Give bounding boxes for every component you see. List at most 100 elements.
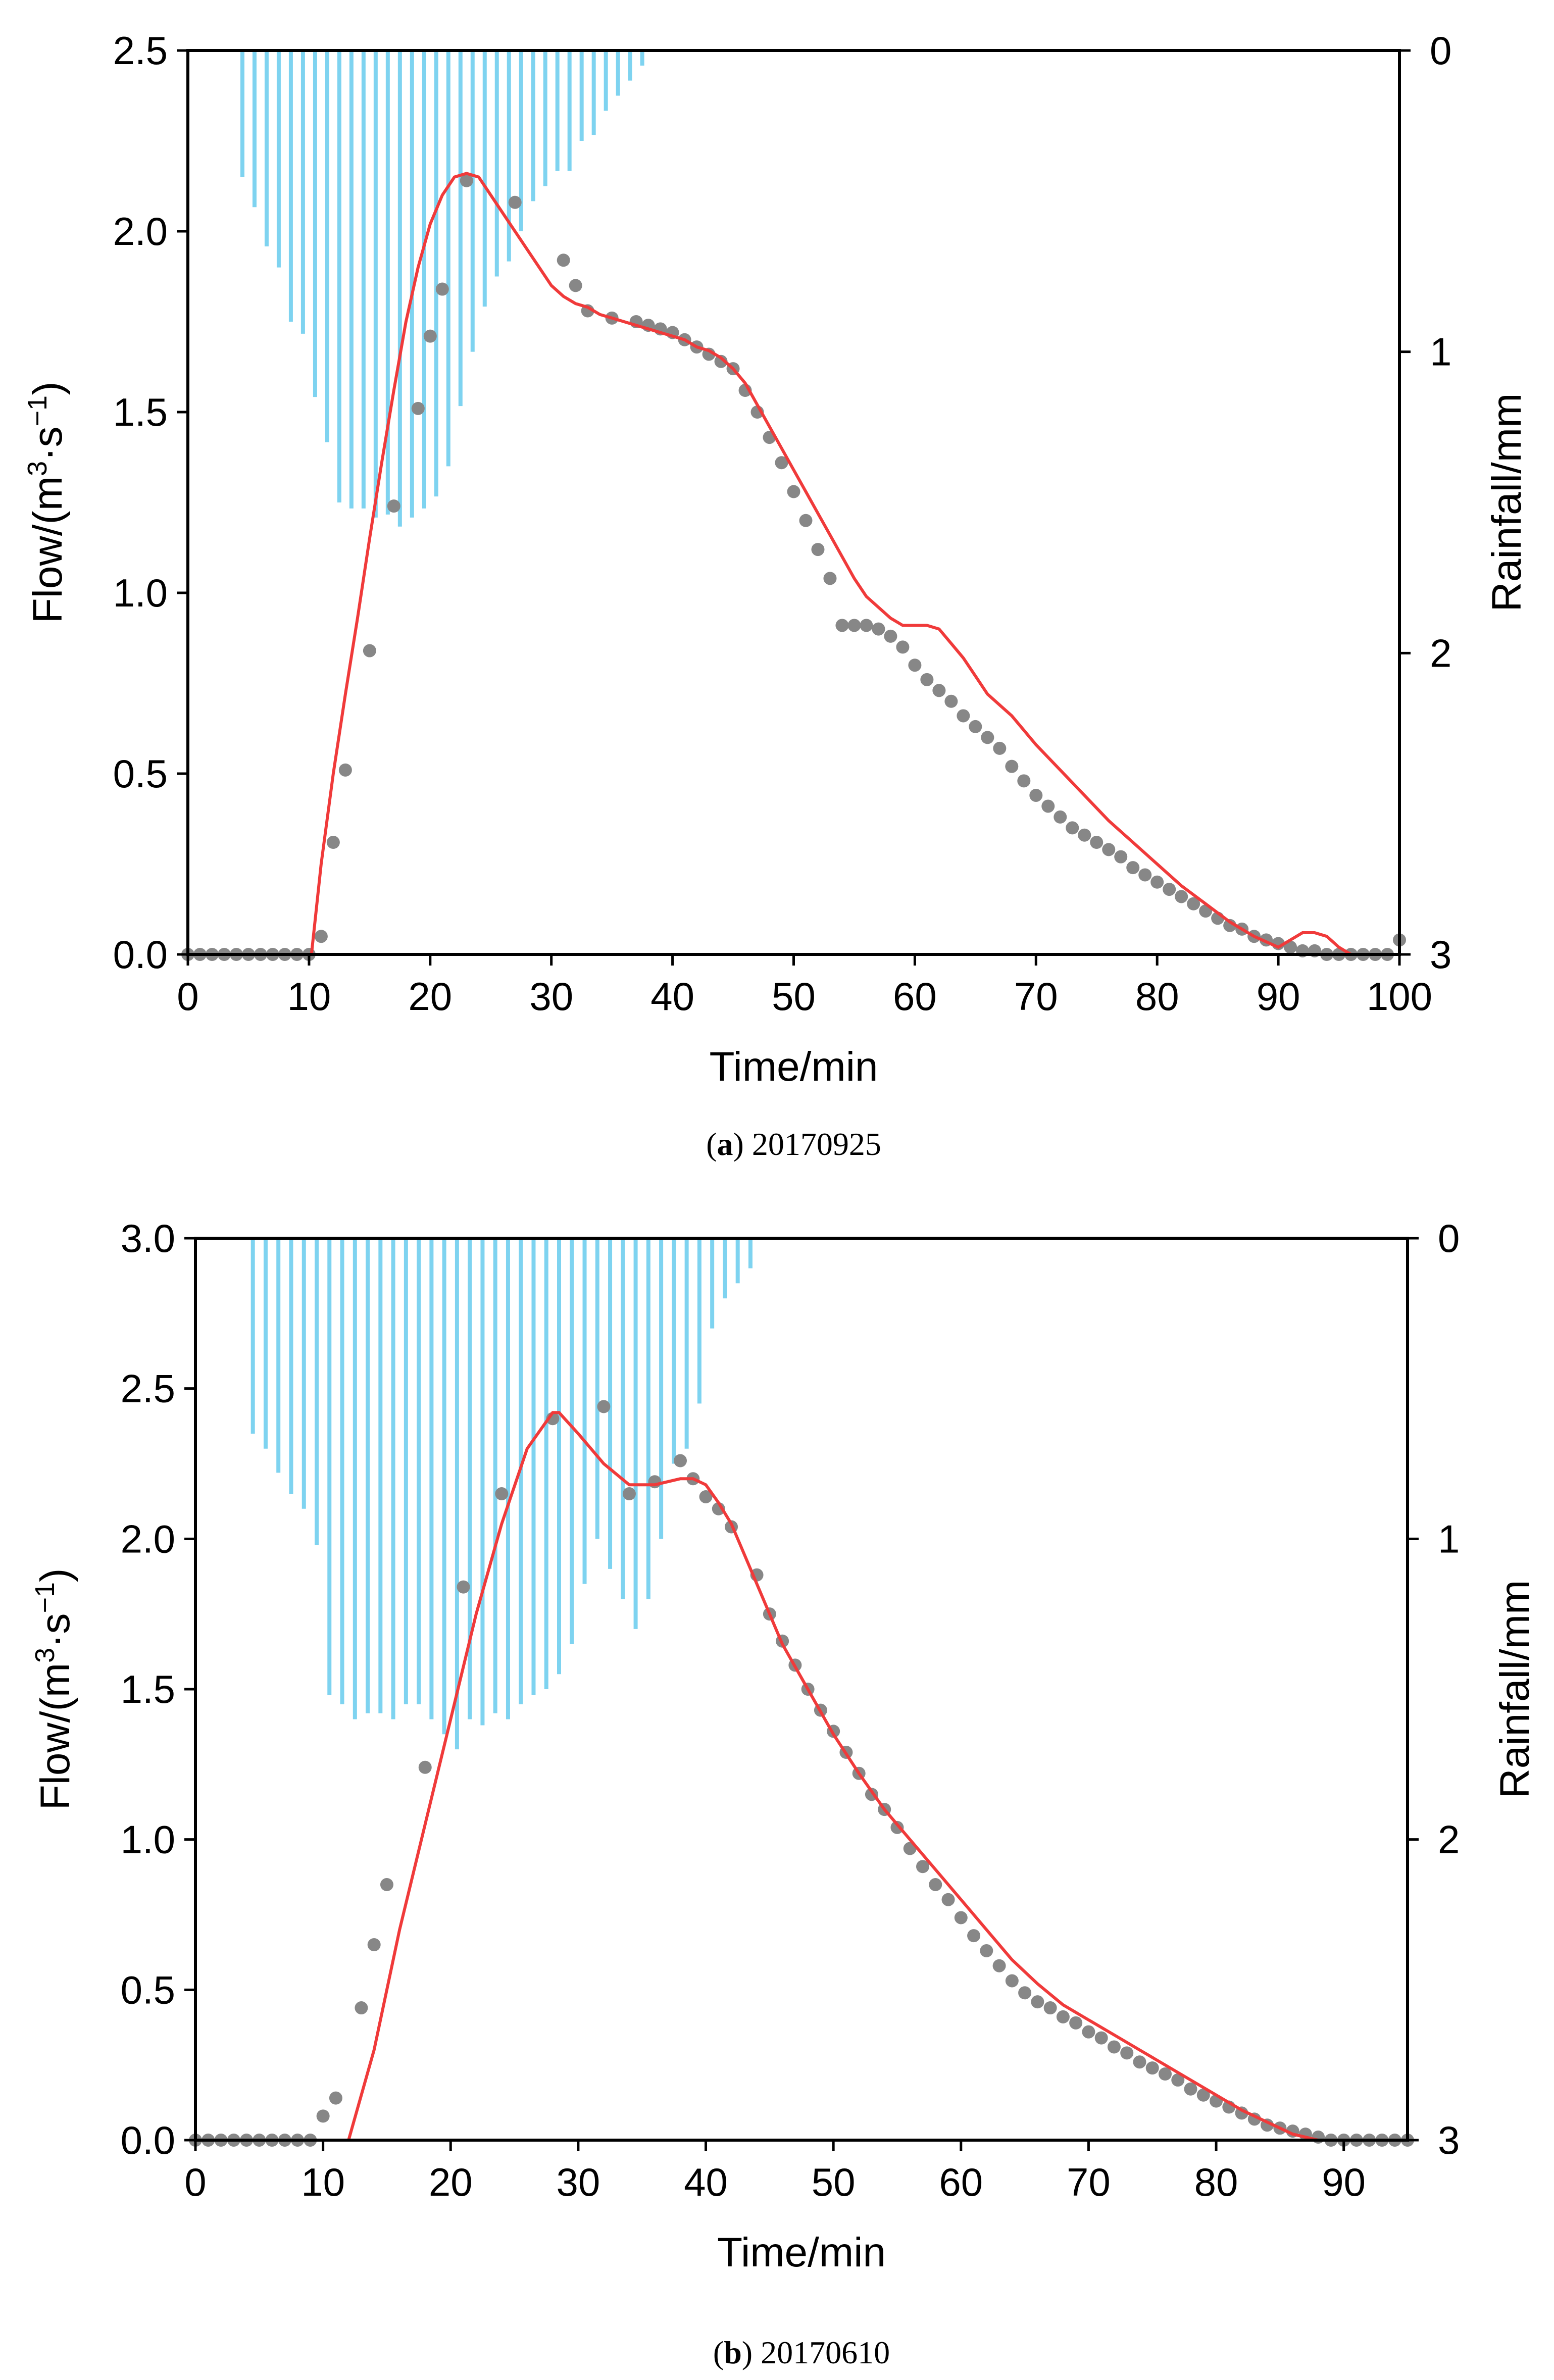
observed-point (1126, 861, 1140, 875)
observed-point (1284, 940, 1297, 954)
x-tick-label: 100 (1367, 974, 1432, 1019)
observed-point (993, 741, 1007, 755)
observed-point (418, 1760, 432, 1774)
x-tick-label: 50 (772, 974, 816, 1019)
observed-point (363, 644, 376, 657)
x-tick-label: 60 (893, 974, 937, 1019)
observed-point (569, 279, 582, 292)
observed-point (799, 514, 813, 527)
observed-point (457, 1580, 470, 1594)
observed-point (1018, 1986, 1032, 2000)
observed-point (908, 659, 922, 672)
observed-point (597, 1400, 611, 1413)
observed-point (495, 1487, 509, 1501)
observed-point (1138, 868, 1152, 882)
observed-point (329, 2091, 342, 2105)
observed-point (1005, 759, 1019, 773)
y-tick-label: 2.5 (121, 1366, 175, 1411)
y-tick-label: 3.0 (121, 1216, 175, 1260)
observed-point (699, 1490, 713, 1503)
observed-point (1054, 810, 1067, 824)
y2-tick-label: 2 (1438, 1817, 1460, 1862)
observed-point (957, 709, 970, 723)
x-tick-label: 20 (408, 974, 452, 1019)
observed-point (1133, 2055, 1146, 2069)
observed-point (1041, 799, 1055, 813)
observed-point (1120, 2046, 1134, 2060)
x-tick-label: 90 (1322, 2160, 1366, 2204)
observed-point (355, 2001, 368, 2015)
observed-point (508, 195, 522, 209)
observed-point (1056, 2010, 1070, 2023)
observed-point (860, 619, 873, 632)
observed-point (435, 282, 449, 296)
observed-point (823, 572, 837, 585)
observed-point (367, 1938, 381, 1952)
observed-point (1090, 836, 1104, 849)
observed-point (387, 499, 400, 513)
observed-point (423, 329, 437, 343)
observed-point (992, 1959, 1006, 1972)
observed-point (1175, 890, 1188, 903)
y-tick-label: 2.0 (121, 1516, 175, 1561)
observed-point (316, 2109, 330, 2123)
y-tick-label: 1.0 (113, 571, 168, 615)
observed-point (1069, 2016, 1083, 2030)
observed-point (884, 629, 897, 643)
observed-point (1114, 850, 1128, 864)
observed-point (460, 174, 473, 187)
y-tick-label: 1.5 (121, 1667, 175, 1711)
y-tick-label: 0.0 (113, 932, 168, 977)
plot-frame (186, 49, 1401, 956)
observed-point (969, 720, 982, 733)
observed-point (1102, 843, 1116, 856)
observed-point (674, 1454, 687, 1467)
observed-point (847, 619, 861, 632)
x-tick-label: 10 (301, 2160, 345, 2204)
y2-tick-label: 2 (1430, 631, 1451, 675)
y2-tick-label: 1 (1438, 1516, 1460, 1561)
observed-point (1196, 2088, 1210, 2102)
observed-point (1145, 2061, 1159, 2075)
y-tick-label: 0.0 (121, 2118, 175, 2162)
x-axis-title: Time/min (709, 1044, 878, 1090)
y2-tick-label: 0 (1430, 28, 1451, 73)
simulated-line (347, 1411, 1319, 2142)
x-tick-label: 0 (184, 2160, 206, 2204)
observed-point (916, 1860, 929, 1873)
chart-b: 0 10 20 30 40 50 60 70 80 900.00.51.01.52.02.53.0… (30, 1216, 1538, 2370)
observed-point (944, 694, 958, 708)
observed-point (1029, 788, 1043, 802)
x-tick-label: 40 (650, 974, 694, 1019)
y2-tick-label: 1 (1430, 330, 1451, 374)
observed-point (1184, 2082, 1197, 2096)
observed-point (314, 930, 328, 943)
x-tick-label: 40 (684, 2160, 728, 2204)
x-tick-label: 0 (177, 974, 198, 1019)
observed-point (557, 254, 570, 267)
observed-point (954, 1911, 968, 1925)
observed-point (1043, 2001, 1057, 2015)
observed-point (1031, 1995, 1044, 2009)
observed-point (920, 673, 934, 686)
observed-point (1005, 1974, 1019, 1988)
y-axis-title: Flow/(m3·s−1) (22, 382, 71, 624)
observed-point (1150, 875, 1164, 889)
observed-point (1171, 2073, 1185, 2087)
observed-point (872, 622, 885, 636)
observed-point (326, 836, 340, 849)
x-axis-title: Time/min (717, 2230, 886, 2275)
y2-tick-label: 0 (1438, 1216, 1460, 1260)
chart-a: 0 10 20 30 40 50 60 70 80 90 1000.00.51.01.52.02.5… (22, 28, 1530, 1162)
observed-point (380, 1878, 393, 1891)
simulated-line (310, 172, 1352, 956)
observed-point (1159, 2067, 1172, 2081)
observed-point (896, 640, 910, 654)
x-tick-label: 80 (1194, 2160, 1238, 2204)
observed-point (622, 1487, 636, 1501)
x-tick-label: 30 (529, 974, 573, 1019)
observed-point (1017, 774, 1031, 788)
observed-point (1163, 883, 1176, 896)
x-tick-label: 10 (287, 974, 331, 1019)
observed-point (835, 619, 849, 632)
